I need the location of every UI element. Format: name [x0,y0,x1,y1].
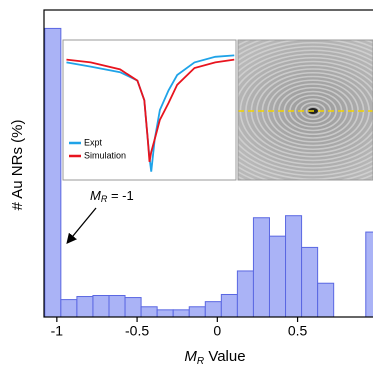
annotation: MR = -1 [90,188,134,204]
annotation-main: M [90,188,101,203]
bar [366,232,373,317]
y-axis-label: # Au NRs (%) [9,120,26,211]
bar [221,294,237,317]
page: # Au NRs (%) MR Value MR = -1 ExptSimula… [0,0,373,368]
chart: # Au NRs (%) MR Value MR = -1 ExptSimula… [0,0,373,368]
x-tick-label: 0.5 [288,323,308,339]
x-label-sub: R [197,356,204,367]
bar [157,310,173,317]
x-tick-label: -0.5 [125,323,149,339]
bar [125,298,141,317]
bar [93,296,109,317]
bar [77,297,93,317]
x-label-rest: Value [204,348,245,365]
legend-label: Simulation [84,150,126,160]
x-tick-label: -1 [51,323,64,339]
bar [302,247,318,317]
bar [318,283,334,317]
x-tick-label: 0 [213,323,221,339]
x-label-main: M [184,348,197,365]
x-axis-label: MR Value [184,348,245,367]
bar [237,271,253,317]
bar [141,307,157,317]
annotation-arrow [68,208,96,242]
bar [61,300,77,317]
bar [189,307,205,317]
bar [109,296,125,317]
bar [286,216,302,317]
annotation-rest: = -1 [107,188,133,203]
bar [269,236,285,317]
bar [205,302,221,317]
bar [253,218,269,317]
bar [173,310,189,317]
bar [45,28,61,317]
legend-label: Expt [84,137,103,147]
